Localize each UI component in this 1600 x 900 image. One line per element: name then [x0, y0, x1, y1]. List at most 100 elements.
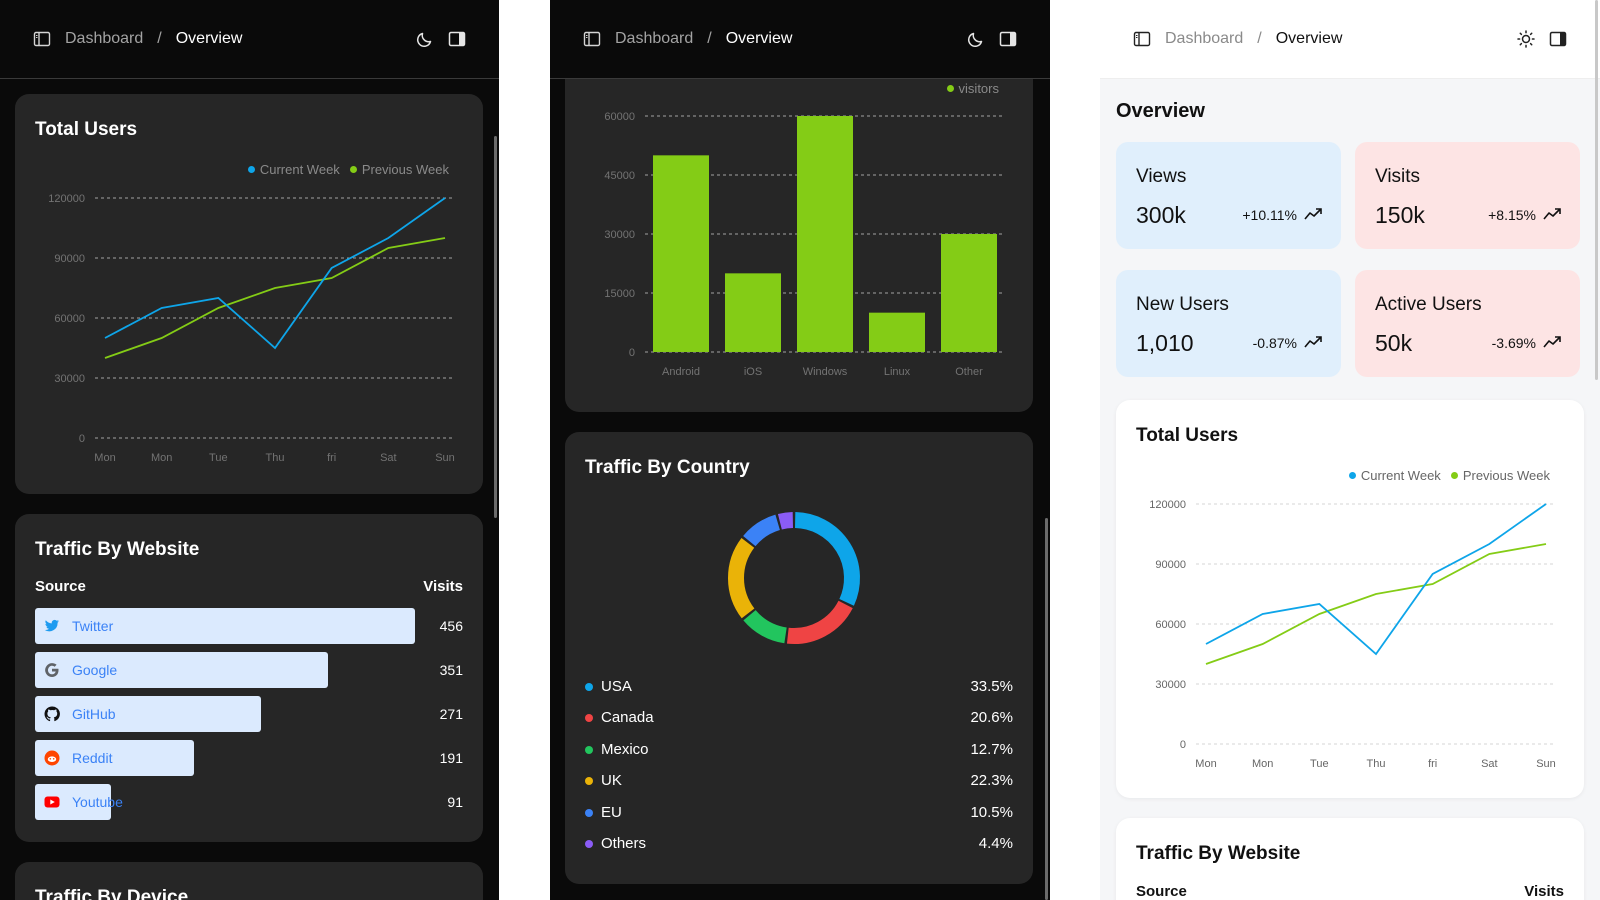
card-title: Total Users [35, 119, 138, 140]
x-tick-label: Android [662, 366, 700, 378]
series-line-current-week[interactable] [104, 197, 446, 350]
y-tick-label: 60000 [54, 313, 85, 325]
breadcrumb-overview: Overview [175, 30, 243, 47]
legend-current-week[interactable]: Current Week [1348, 468, 1441, 483]
table-row[interactable]: Reddit 191 [35, 740, 463, 776]
top-header: Dashboard / Overview [550, 0, 1050, 79]
source-label[interactable]: GitHub [72, 706, 116, 722]
donut-slice[interactable] [743, 514, 781, 547]
moon-icon[interactable] [416, 30, 434, 48]
sidebar-icon[interactable] [583, 30, 601, 48]
total-users-chart: 0 30000 60000 90000 120000 Mon Mon Tue Thu fri Sat… [1149, 499, 1556, 770]
legend-visitors[interactable]: visitors [946, 81, 999, 96]
stat-value: 50k [1375, 330, 1413, 356]
legend-label: visitors [958, 81, 999, 96]
scrollbar[interactable] [494, 136, 497, 518]
visits-value: 351 [439, 662, 463, 678]
y-tick-label: 30000 [604, 229, 635, 241]
legend-label: Current Week [259, 162, 340, 177]
legend-previous-week[interactable]: Previous Week [1450, 468, 1550, 483]
donut-slice[interactable] [786, 600, 853, 644]
panel-icon[interactable] [999, 30, 1017, 48]
x-tick-label: Sun [1536, 758, 1556, 770]
y-tick-label: 120000 [48, 193, 85, 205]
y-tick-label: 0 [79, 433, 85, 445]
legend-dot [585, 683, 593, 691]
donut-slice[interactable] [794, 512, 860, 606]
series-line-previous-week[interactable] [1205, 543, 1547, 665]
traffic-by-website-card: Traffic By Website Source Visits Twitter… [15, 514, 483, 842]
trend-up-icon [1543, 208, 1561, 220]
sidebar-icon[interactable] [1133, 30, 1151, 48]
breadcrumb-dashboard[interactable]: Dashboard [615, 30, 694, 47]
bar[interactable] [653, 155, 709, 352]
total-users-chart: 0 30000 60000 90000 120000 Mon Mon Tue Thu fri Sat… [48, 193, 455, 464]
y-tick-label: 0 [629, 347, 635, 359]
traffic-by-website-card-partial: Traffic By Website Source Visits [1116, 818, 1584, 900]
x-tick-label: Sat [380, 452, 397, 464]
total-users-card: Total Users Current Week Previous Week 0… [1116, 400, 1584, 798]
legend-dot [1348, 472, 1356, 480]
series-line-previous-week[interactable] [104, 237, 446, 359]
y-tick-label: 120000 [1149, 499, 1186, 511]
source-label[interactable]: Reddit [72, 750, 113, 766]
source-label[interactable]: Youtube [72, 794, 123, 810]
legend-current-week[interactable]: Current Week [247, 162, 340, 177]
stat-card: New Users 1,010 -0.87% [1116, 270, 1341, 377]
sidebar-icon[interactable] [33, 30, 51, 48]
legend-previous-week[interactable]: Previous Week [349, 162, 449, 177]
phone-dark-2: visitors 0 15000 30000 45000 60000 Android iOS… [550, 0, 1050, 900]
list-item: UK 22.3% [585, 772, 1013, 794]
breadcrumb: Dashboard / Overview [33, 30, 242, 48]
table-row[interactable]: Youtube 91 [35, 784, 463, 820]
panel-icon[interactable] [448, 30, 466, 48]
bar[interactable] [941, 234, 997, 352]
top-header: Dashboard / Overview [0, 0, 499, 79]
source-label[interactable]: Twitter [72, 618, 114, 634]
chart-legend: Current Week Previous Week [1348, 468, 1550, 483]
table-row[interactable]: Twitter 456 [35, 608, 463, 644]
y-tick-label: 15000 [604, 288, 635, 300]
breadcrumb-separator: / [707, 30, 712, 47]
legend-dot [585, 777, 593, 786]
list-item: EU 10.5% [585, 804, 1013, 826]
legend-dot [585, 745, 593, 754]
y-tick-label: 30000 [1155, 679, 1186, 691]
scrollbar[interactable] [1045, 518, 1048, 900]
sun-icon[interactable] [1517, 30, 1535, 48]
breadcrumb-dashboard[interactable]: Dashboard [1165, 30, 1244, 47]
donut-slice[interactable] [728, 538, 755, 619]
table-row[interactable]: GitHub 271 [35, 696, 463, 732]
breadcrumb-separator: / [1257, 30, 1262, 47]
table-row[interactable]: Google 351 [35, 652, 463, 688]
y-tick-label: 45000 [604, 170, 635, 182]
source-label[interactable]: Google [72, 662, 118, 678]
x-tick-label: Linux [884, 366, 911, 378]
donut-slice[interactable] [777, 512, 794, 530]
scrollbar[interactable] [1595, 0, 1598, 380]
country-name: UK [601, 772, 622, 790]
stat-label: Views [1136, 166, 1187, 187]
visits-bar [35, 608, 415, 644]
x-tick-label: Thu [1367, 758, 1386, 770]
visits-value: 91 [447, 794, 463, 810]
bar[interactable] [725, 273, 781, 352]
breadcrumb-dashboard[interactable]: Dashboard [65, 30, 144, 47]
y-tick-label: 60000 [1155, 619, 1186, 631]
moon-icon[interactable] [967, 30, 985, 48]
series-line-current-week[interactable] [1205, 503, 1547, 656]
bar[interactable] [869, 312, 925, 352]
reddit-icon [44, 750, 60, 766]
panel-icon[interactable] [1549, 30, 1567, 48]
country-value: 33.5% [970, 678, 1013, 695]
stat-change: -3.69% [1491, 335, 1536, 351]
traffic-by-device-card: visitors 0 15000 30000 45000 60000 Android iOS… [565, 40, 1033, 412]
y-tick-label: 60000 [604, 111, 635, 123]
country-name: EU [601, 803, 622, 821]
trend-up-icon [1304, 336, 1322, 348]
chart-legend: Current Week Previous Week [247, 162, 449, 177]
x-tick-label: fri [1428, 758, 1437, 770]
stat-change: +10.11% [1242, 207, 1297, 223]
bar[interactable] [797, 116, 853, 352]
donut-slice[interactable] [743, 609, 788, 644]
